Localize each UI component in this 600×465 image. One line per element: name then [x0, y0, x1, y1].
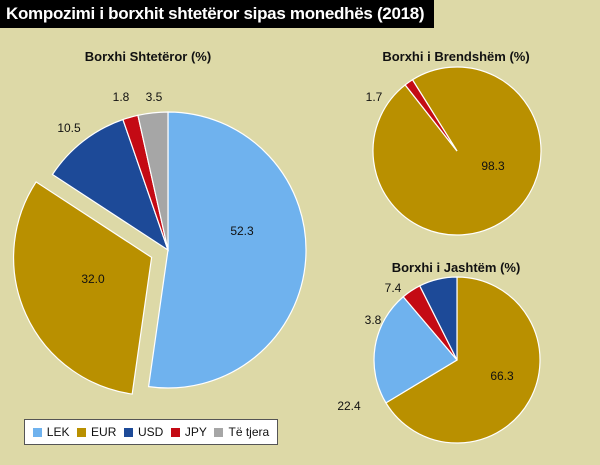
data-label-te-tjera: 3.5 — [146, 90, 163, 104]
legend-item-lek: LEK — [32, 425, 70, 439]
legend-swatch — [32, 427, 42, 437]
data-label-jpy: 1.8 — [113, 90, 130, 104]
legend-label: Të tjera — [228, 425, 270, 439]
legend-item-te-tjera: Të tjera — [214, 425, 269, 439]
pie-borxhi-shteteror: Borxhi Shtetëror (%) 52.3 32.0 10.5 1.8 3.5 — [13, 49, 307, 395]
slice-usd — [51, 118, 170, 252]
data-label-lek: 52.3 — [230, 224, 254, 238]
data-label-eur: 98.3 — [481, 159, 505, 173]
legend-swatch — [77, 427, 87, 437]
legend-item-jpy: JPY — [170, 425, 207, 439]
legend-swatch — [170, 427, 180, 437]
data-label-lek: 22.4 — [337, 399, 361, 413]
legend-label: EUR — [91, 425, 117, 439]
legend-label: USD — [137, 425, 164, 439]
slice-lek — [147, 111, 307, 389]
pie-borxhi-i-jashtem: Borxhi i Jashtëm (%) 66.3 22.4 3.8 7.4 — [337, 260, 541, 444]
data-label-eur: 32.0 — [81, 272, 105, 286]
slice-jpy — [404, 78, 458, 152]
data-label-eur: 66.3 — [490, 369, 514, 383]
pie-title: Borxhi i Brendshëm (%) — [382, 49, 529, 64]
legend-label: JPY — [184, 425, 207, 439]
slice-eur — [13, 181, 153, 395]
legend: LEK EUR USD JPY Të tjera — [24, 419, 278, 445]
slice-lek — [373, 295, 458, 404]
legend-item-eur: EUR — [77, 425, 116, 439]
pie-title: Borxhi i Jashtëm (%) — [392, 260, 521, 275]
slice-te-tjera — [137, 111, 169, 251]
legend-label: LEK — [46, 425, 70, 439]
legend-swatch — [123, 427, 133, 437]
data-label-jpy: 1.7 — [366, 90, 383, 104]
pie-borxhi-i-brendshem: Borxhi i Brendshëm (%) 98.3 1.7 — [366, 49, 542, 236]
page-title: Kompozimi i borxhit shtetëror sipas mone… — [0, 0, 435, 28]
pie-title: Borxhi Shtetëror (%) — [85, 49, 211, 64]
slice-eur — [385, 276, 541, 444]
data-label-jpy: 3.8 — [365, 313, 382, 327]
data-label-usd: 7.4 — [385, 281, 402, 295]
legend-item-usd: USD — [123, 425, 164, 439]
slice-usd — [418, 276, 458, 361]
legend-swatch — [214, 427, 224, 437]
data-label-usd: 10.5 — [57, 121, 81, 135]
